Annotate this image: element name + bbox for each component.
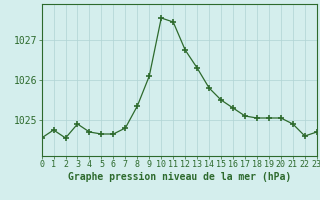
X-axis label: Graphe pression niveau de la mer (hPa): Graphe pression niveau de la mer (hPa) [68, 172, 291, 182]
